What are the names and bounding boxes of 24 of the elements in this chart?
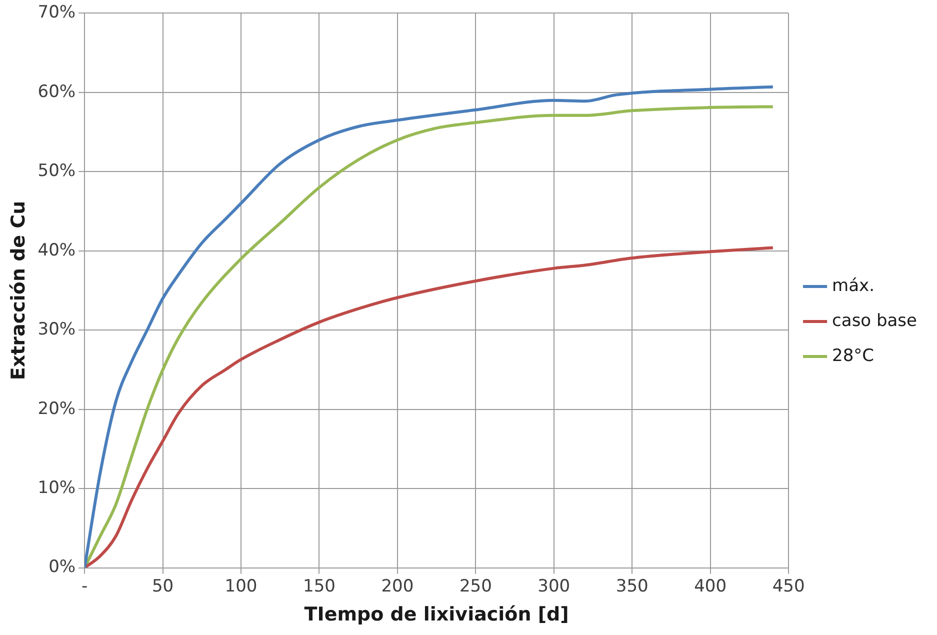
y-tick-label: 20%: [38, 398, 76, 419]
x-tick-label: -: [82, 576, 88, 596]
legend-label: caso base: [832, 310, 918, 331]
x-tick-label: 200: [381, 576, 414, 596]
line-series: [84, 246, 774, 568]
x-tick-label: 150: [303, 576, 336, 596]
x-tick-label: 100: [224, 576, 258, 596]
x-tick-label: 450: [772, 576, 805, 596]
x-tick-label: 300: [538, 576, 570, 596]
y-tick-label: 0%: [48, 557, 76, 578]
legend-label: máx.: [832, 276, 875, 296]
x-tick-label: 350: [616, 576, 648, 596]
y-tick-label: 40%: [38, 240, 76, 260]
y-tick-label: 60%: [38, 82, 76, 102]
x-tick-label: 50: [152, 576, 174, 596]
y-tick-label: 30%: [38, 320, 76, 340]
x-tick-label: 400: [694, 576, 727, 596]
legend-label: 28°C: [832, 346, 874, 366]
y-tick-label: 70%: [38, 2, 76, 23]
x-tick-label: 250: [459, 576, 492, 596]
y-axis-title: Extracción de Cu: [7, 200, 30, 380]
x-axis-title: TIempo de lixiviación [d]: [304, 604, 569, 626]
y-tick-label: 10%: [38, 478, 76, 498]
y-tick-label: 50%: [38, 161, 76, 182]
